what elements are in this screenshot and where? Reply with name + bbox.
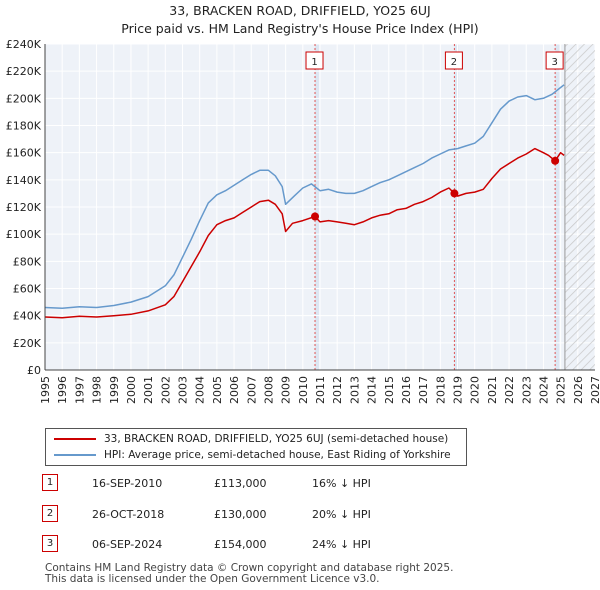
y-tick-label: £0 [27,364,41,377]
transaction-price: £154,000 [214,538,267,551]
footer-licence: This data is licensed under the Open Gov… [45,573,380,585]
sale-marker-box [305,51,324,70]
x-tick-label: 2025 [555,376,568,404]
y-tick-label: £60K [13,283,42,296]
x-tick-label: 2016 [400,376,413,404]
x-tick-label: 2024 [537,376,550,404]
sale-point [551,156,560,165]
x-tick-label: 1998 [91,376,104,404]
x-tick-label: 2012 [331,376,344,404]
transaction-date: 16-SEP-2010 [92,477,163,490]
price-chart: 1 2 3 £0 £20K £40K £60K £80K £100K £120K £140K £16… [6,38,600,404]
x-tick-label: 2004 [194,376,207,404]
x-tick-label: 2019 [452,376,465,404]
sale-marker-label: 3 [551,57,557,68]
chart-subtitle: Price paid vs. HM Land Registry's House … [121,21,479,36]
x-tick-label: 2008 [262,376,275,404]
x-tick-label: 2022 [503,376,516,404]
x-tick-label: 2000 [125,376,138,404]
y-tick-label: £120K [6,201,42,214]
y-tick-label: £180K [6,120,42,133]
x-tick-label: 2017 [417,376,430,404]
x-tick-label: 1997 [73,376,86,404]
x-tick-label: 2018 [434,376,447,404]
legend-item-property: 33, BRACKEN ROAD, DRIFFIELD, YO25 6UJ (s… [54,431,448,447]
sale-marker-box [444,51,463,70]
y-tick-label: £200K [6,92,42,105]
x-tick-label: 2009 [280,376,293,404]
x-tick-label: 2005 [211,376,224,404]
transaction-price: £130,000 [214,508,267,521]
y-tick-label: £240K [6,38,42,51]
y-tick-label: £220K [6,65,42,78]
y-tick-label: £140K [6,174,42,187]
y-tick-label: £20K [13,337,42,350]
x-tick-label: 2013 [348,376,361,404]
y-tick-label: £160K [6,147,42,160]
x-tick-label: 2001 [142,376,155,404]
transaction-price: £113,000 [214,477,267,490]
x-tick-label: 2020 [469,376,482,404]
transaction-date: 06-SEP-2024 [92,538,163,551]
x-tick-label: 2006 [228,376,241,404]
sale-marker-box [545,51,564,70]
chart-legend: 33, BRACKEN ROAD, DRIFFIELD, YO25 6UJ (s… [45,428,467,466]
x-tick-label: 2007 [245,376,258,404]
y-tick-label: £100K [6,228,42,241]
sale-point [311,212,320,221]
legend-line-hpi [54,454,96,456]
legend-line-property [54,438,96,440]
transaction-marker: 3 [42,535,58,552]
legend-label-hpi: HPI: Average price, semi-detached house,… [104,449,451,461]
x-tick-label: 2021 [486,376,499,404]
x-tick-label: 2014 [366,376,379,404]
legend-label-property: 33, BRACKEN ROAD, DRIFFIELD, YO25 6UJ (s… [104,433,449,445]
x-tick-label: 1995 [39,376,52,404]
x-tick-label: 2003 [177,376,190,404]
y-tick-label: £80K [13,255,42,268]
legend-item-hpi: HPI: Average price, semi-detached house,… [54,447,451,463]
x-tick-label: 2023 [520,376,533,404]
x-tick-label: 2010 [297,376,310,404]
x-tick-label: 1996 [56,376,69,404]
x-tick-label: 2026 [572,376,585,404]
hpi-line [44,84,565,309]
sale-point [450,189,459,198]
footer-copyright: Contains HM Land Registry data © Crown c… [45,562,454,574]
chart-title: 33, BRACKEN ROAD, DRIFFIELD, YO25 6UJ [169,3,431,18]
x-tick-label: 2002 [159,376,172,404]
y-tick-label: £40K [13,310,42,323]
sale-marker-label: 2 [451,57,457,68]
transaction-hpi-diff: 20% ↓ HPI [312,508,371,521]
property-price-line [44,147,565,319]
transaction-hpi-diff: 24% ↓ HPI [312,538,371,551]
x-tick-label: 1999 [108,376,121,404]
sale-marker-label: 1 [311,57,317,68]
x-tick-label: 2015 [383,376,396,404]
transaction-marker: 1 [42,474,58,491]
transaction-marker: 2 [42,505,58,522]
x-tick-label: 2011 [314,376,327,404]
transaction-hpi-diff: 16% ↓ HPI [312,477,371,490]
x-tick-label: 2027 [589,376,600,404]
transaction-date: 26-OCT-2018 [92,508,165,521]
forecast-hatch [564,44,595,370]
